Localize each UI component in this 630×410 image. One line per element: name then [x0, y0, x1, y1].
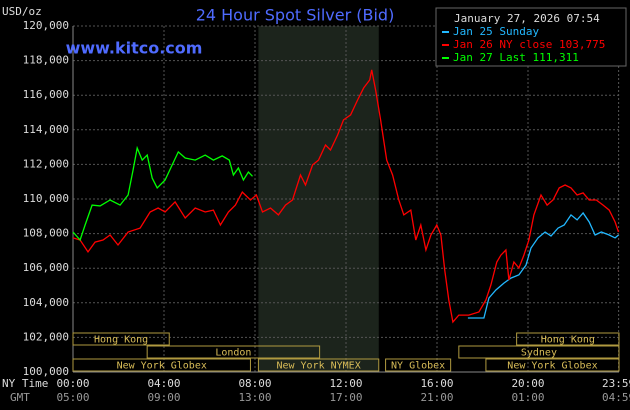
- x-tick-label: 20:00: [511, 377, 544, 390]
- series-line: [72, 145, 253, 242]
- session-bar: [385, 358, 452, 372]
- y-tick-label: 114,000: [23, 123, 69, 136]
- y-tick-label: 118,000: [23, 54, 69, 67]
- x-tick-label: 12:00: [329, 377, 362, 390]
- series-line: [72, 69, 620, 324]
- x-tick-label: 08:00: [238, 377, 271, 390]
- y-tick-label: 116,000: [23, 88, 69, 101]
- session-label: Hong Kong: [541, 335, 595, 346]
- legend-label: Jan 25 Sunday: [453, 25, 539, 38]
- y-tick-label: 120,000: [23, 19, 69, 32]
- x-row-label: GMT: [10, 391, 30, 404]
- y-tick-label: 110,000: [23, 192, 69, 205]
- session-label: Sydney: [521, 348, 557, 359]
- chart-title: 24 Hour Spot Silver (Bid): [196, 6, 395, 25]
- x-tick-label-gmt: 21:00: [420, 391, 453, 404]
- y-tick-label: 100,000: [23, 365, 69, 378]
- legend-box: [435, 7, 627, 67]
- session-bar: [72, 332, 170, 346]
- x-tick-label-gmt: 13:00: [238, 391, 271, 404]
- session-bar: [485, 358, 620, 372]
- timestamp: January 27, 2026 07:54: [454, 12, 600, 25]
- x-tick-label-gmt: 17:00: [329, 391, 362, 404]
- x-tick-label: 23:59: [602, 377, 630, 390]
- session-bar: [257, 358, 380, 372]
- x-row-label: NY Time: [2, 377, 48, 390]
- y-tick-label: 112,000: [23, 157, 69, 170]
- x-tick-label-gmt: 05:00: [56, 391, 89, 404]
- x-tick-label: 00:00: [56, 377, 89, 390]
- x-tick-label-gmt: 01:00: [511, 391, 544, 404]
- x-tick-label: 16:00: [420, 377, 453, 390]
- x-tick-label-gmt: 04:59: [602, 391, 630, 404]
- session-label: New York Globex: [117, 361, 207, 372]
- session-bar: [146, 345, 321, 359]
- website: www.kitco.com: [66, 39, 203, 58]
- x-tick-label-gmt: 09:00: [147, 391, 180, 404]
- session-bar: [516, 332, 620, 346]
- session-label: London: [215, 348, 251, 359]
- session-label: New York NYMEX: [276, 361, 360, 372]
- session-label: New York Globex: [507, 361, 597, 372]
- plot-area: [72, 25, 620, 373]
- session-label: NY Globex: [391, 361, 445, 372]
- x-tick-label: 04:00: [147, 377, 180, 390]
- series-line: [467, 211, 619, 319]
- session-bar: [458, 345, 620, 359]
- y-tick-label: 104,000: [23, 296, 69, 309]
- legend-label: Jan 27 Last 111,311: [453, 51, 579, 64]
- y-unit: USD/oz: [2, 5, 42, 18]
- y-tick-label: 108,000: [23, 227, 69, 240]
- session-bar: [72, 358, 251, 372]
- y-tick-label: 102,000: [23, 330, 69, 343]
- y-tick-label: 106,000: [23, 261, 69, 274]
- legend-label: Jan 26 NY close 103,775: [453, 38, 605, 51]
- session-label: Hong Kong: [94, 335, 148, 346]
